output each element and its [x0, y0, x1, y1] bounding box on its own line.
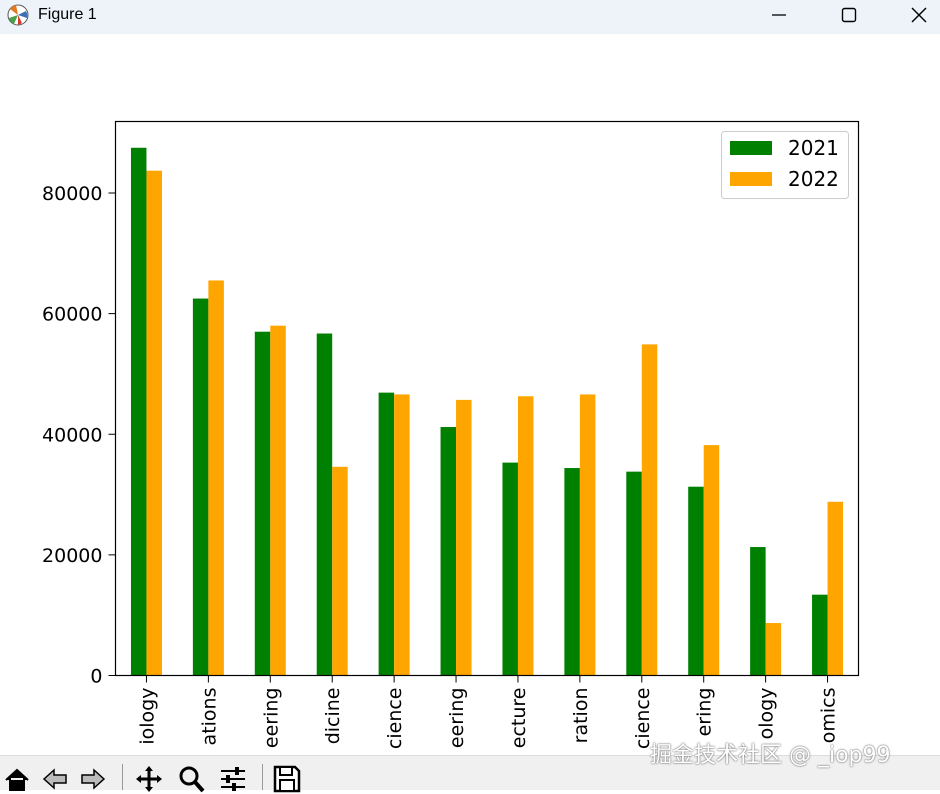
bar-2021-1: [192, 298, 209, 676]
home-icon[interactable]: [2, 764, 32, 794]
bar-2022-8: [641, 344, 658, 676]
window-titlebar: Figure 1: [0, 0, 940, 34]
x-tick-label: iology: [136, 688, 158, 745]
bar-2021-0: [130, 147, 147, 676]
y-axis: 0 20000 40000 60000 80000: [42, 183, 116, 688]
x-tick-label: eering: [446, 688, 468, 749]
legend-label-2021: 2021: [788, 136, 839, 160]
forward-icon[interactable]: [78, 764, 108, 794]
bar-2022-3: [332, 466, 348, 676]
bar-2022-2: [270, 325, 286, 676]
zoom-icon[interactable]: [176, 764, 206, 794]
y-tick-label: 0: [90, 666, 102, 688]
navigation-toolbar: [0, 755, 940, 793]
x-tick-label: dicine: [322, 688, 344, 745]
configure-subplots-icon[interactable]: [218, 764, 248, 794]
bar-2022-6: [517, 396, 534, 676]
bar-2022-10: [765, 623, 782, 676]
x-tick-label: cience: [632, 688, 654, 750]
bar-2021-4: [378, 392, 395, 676]
bar-2021-10: [750, 547, 766, 676]
bar-2022-9: [703, 445, 720, 676]
x-axis: iology ations eering dicine cience eering ectu…: [136, 675, 840, 750]
x-tick-label: ations: [198, 688, 220, 746]
legend: 2021 2022: [721, 131, 849, 199]
x-tick-label: ology: [756, 688, 778, 740]
x-tick-label: omics: [818, 688, 840, 744]
bar-group: [130, 147, 844, 676]
bar-2022-0: [146, 170, 162, 676]
bar-2022-11: [827, 501, 844, 676]
close-icon: [911, 7, 927, 23]
bar-2022-5: [456, 399, 472, 676]
x-tick-label: eering: [260, 688, 282, 749]
legend-swatch-2022: [730, 172, 772, 186]
legend-swatch-2021: [730, 141, 772, 155]
x-tick-label: cience: [384, 688, 406, 750]
bar-2021-8: [626, 471, 642, 676]
x-tick-label: ration: [570, 688, 592, 744]
plot-frame: [114, 120, 860, 677]
maximize-icon: [841, 7, 857, 23]
maximize-button[interactable]: [826, 0, 872, 30]
y-tick-label: 20000: [42, 545, 102, 567]
bar-chart: 0 20000 40000 60000 80000 iology ations eering…: [42, 120, 860, 750]
bar-2021-11: [812, 594, 828, 676]
x-tick-label: ering: [694, 688, 716, 737]
pan-icon[interactable]: [134, 764, 164, 794]
bar-2022-4: [394, 394, 410, 676]
window-title: Figure 1: [38, 6, 97, 23]
minimize-button[interactable]: [756, 0, 802, 30]
bar-2022-1: [208, 280, 224, 676]
bar-2021-9: [688, 486, 704, 676]
bar-2021-7: [564, 468, 580, 676]
toolbar-separator: [262, 764, 263, 790]
y-tick-label: 60000: [42, 304, 102, 326]
legend-label-2022: 2022: [788, 167, 839, 191]
save-icon[interactable]: [272, 764, 302, 794]
bar-2021-3: [316, 333, 333, 676]
x-tick-label: ecture: [508, 688, 530, 749]
bar-2021-5: [440, 427, 457, 676]
bar-2021-6: [502, 462, 518, 676]
close-button[interactable]: [896, 0, 940, 30]
y-tick-label: 40000: [42, 424, 102, 446]
bar-2021-2: [254, 331, 271, 676]
toolbar-separator: [122, 764, 123, 790]
matplotlib-icon: [7, 4, 29, 26]
minimize-icon: [772, 14, 786, 16]
bar-2022-7: [579, 394, 596, 676]
back-icon[interactable]: [40, 764, 70, 794]
y-tick-label: 80000: [42, 183, 102, 205]
watermark: 掘金技术社区 @ _iop99: [650, 743, 891, 768]
